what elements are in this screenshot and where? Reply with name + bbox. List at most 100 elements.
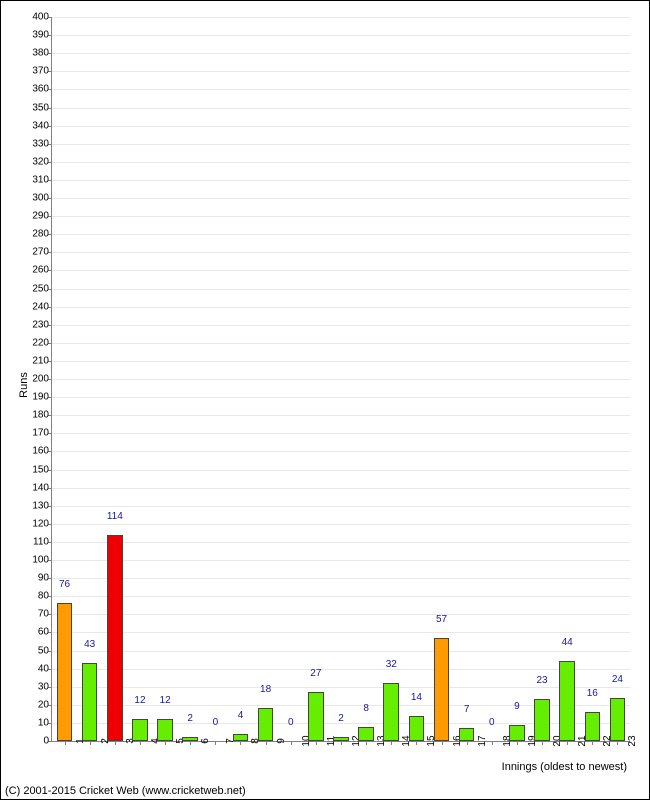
bar bbox=[383, 683, 399, 741]
bar bbox=[559, 661, 575, 741]
bar-value-label: 76 bbox=[59, 579, 70, 590]
grid-line bbox=[52, 17, 630, 18]
bar-value-label: 0 bbox=[288, 717, 294, 728]
x-tick-label: 9 bbox=[266, 738, 287, 744]
y-tick-label: 350 bbox=[32, 102, 52, 113]
bar-value-label: 57 bbox=[436, 614, 447, 625]
grid-line bbox=[52, 614, 630, 615]
y-tick-label: 290 bbox=[32, 211, 52, 222]
grid-line bbox=[52, 198, 630, 199]
bar bbox=[82, 663, 98, 741]
bar-value-label: 8 bbox=[363, 703, 369, 714]
grid-line bbox=[52, 252, 630, 253]
y-tick-label: 190 bbox=[32, 392, 52, 403]
grid-line bbox=[52, 307, 630, 308]
grid-line bbox=[52, 687, 630, 688]
bar-value-label: 32 bbox=[386, 659, 397, 670]
grid-line bbox=[52, 524, 630, 525]
x-tick-label: 23 bbox=[617, 735, 638, 746]
bar-value-label: 27 bbox=[310, 668, 321, 679]
y-tick-label: 130 bbox=[32, 500, 52, 511]
bar-value-label: 7 bbox=[464, 704, 470, 715]
y-tick-label: 170 bbox=[32, 428, 52, 439]
bar bbox=[107, 535, 123, 741]
chart-container: 0102030405060708090100110120130140150160… bbox=[0, 0, 650, 800]
x-tick-label: 17 bbox=[467, 735, 488, 746]
grid-line bbox=[52, 289, 630, 290]
grid-line bbox=[52, 234, 630, 235]
y-tick-label: 110 bbox=[33, 536, 52, 547]
y-tick-label: 260 bbox=[32, 265, 52, 276]
grid-line bbox=[52, 669, 630, 670]
bar-value-label: 2 bbox=[187, 713, 193, 724]
grid-line bbox=[52, 35, 630, 36]
y-tick-label: 140 bbox=[32, 482, 52, 493]
grid-line bbox=[52, 451, 630, 452]
bar-value-label: 24 bbox=[612, 674, 623, 685]
y-axis-title: Runs bbox=[18, 372, 30, 398]
y-tick-label: 40 bbox=[38, 663, 52, 674]
y-tick-label: 30 bbox=[38, 681, 52, 692]
bar bbox=[308, 692, 324, 741]
bar-value-label: 4 bbox=[238, 710, 244, 721]
bar-value-label: 2 bbox=[338, 713, 344, 724]
y-tick-label: 360 bbox=[32, 84, 52, 95]
y-tick-label: 200 bbox=[32, 374, 52, 385]
x-tick-label: 6 bbox=[190, 738, 211, 744]
y-tick-label: 270 bbox=[32, 247, 52, 258]
bar-value-label: 0 bbox=[213, 717, 219, 728]
grid-line bbox=[52, 325, 630, 326]
grid-line bbox=[52, 270, 630, 271]
grid-line bbox=[52, 488, 630, 489]
grid-line bbox=[52, 542, 630, 543]
grid-line bbox=[52, 470, 630, 471]
y-tick-label: 150 bbox=[32, 464, 52, 475]
bar-value-label: 44 bbox=[562, 637, 573, 648]
grid-line bbox=[52, 379, 630, 380]
y-tick-label: 240 bbox=[32, 301, 52, 312]
y-tick-label: 390 bbox=[32, 30, 52, 41]
y-tick-label: 120 bbox=[32, 518, 52, 529]
footer-copyright: (C) 2001-2015 Cricket Web (www.cricketwe… bbox=[5, 785, 246, 797]
grid-line bbox=[52, 361, 630, 362]
y-tick-label: 320 bbox=[32, 156, 52, 167]
grid-line bbox=[52, 397, 630, 398]
grid-line bbox=[52, 71, 630, 72]
x-axis-title: Innings (oldest to newest) bbox=[502, 761, 627, 773]
grid-line bbox=[52, 162, 630, 163]
y-tick-label: 300 bbox=[32, 193, 52, 204]
grid-line bbox=[52, 126, 630, 127]
grid-line bbox=[52, 578, 630, 579]
bar-value-label: 18 bbox=[260, 684, 271, 695]
y-tick-label: 230 bbox=[32, 319, 52, 330]
y-tick-label: 100 bbox=[32, 555, 52, 566]
bar-value-label: 12 bbox=[134, 695, 145, 706]
bar-value-label: 23 bbox=[536, 675, 547, 686]
grid-line bbox=[52, 180, 630, 181]
grid-line bbox=[52, 108, 630, 109]
bar bbox=[434, 638, 450, 741]
bar-value-label: 14 bbox=[411, 692, 422, 703]
bar bbox=[57, 603, 73, 741]
grid-line bbox=[52, 651, 630, 652]
y-tick-label: 180 bbox=[32, 410, 52, 421]
grid-line bbox=[52, 506, 630, 507]
grid-line bbox=[52, 144, 630, 145]
bar-value-label: 0 bbox=[489, 717, 495, 728]
grid-line bbox=[52, 415, 630, 416]
bar-value-label: 43 bbox=[84, 639, 95, 650]
y-tick-label: 0 bbox=[43, 736, 52, 747]
y-tick-label: 330 bbox=[32, 138, 52, 149]
bar-value-label: 9 bbox=[514, 701, 520, 712]
y-tick-label: 250 bbox=[32, 283, 52, 294]
grid-line bbox=[52, 433, 630, 434]
grid-line bbox=[52, 632, 630, 633]
bar-value-label: 114 bbox=[107, 511, 123, 522]
y-tick-label: 340 bbox=[32, 120, 52, 131]
y-tick-label: 90 bbox=[38, 573, 52, 584]
y-tick-label: 400 bbox=[32, 12, 52, 23]
bar-value-label: 12 bbox=[160, 695, 171, 706]
y-tick-label: 220 bbox=[32, 337, 52, 348]
y-tick-label: 10 bbox=[38, 717, 52, 728]
grid-line bbox=[52, 216, 630, 217]
